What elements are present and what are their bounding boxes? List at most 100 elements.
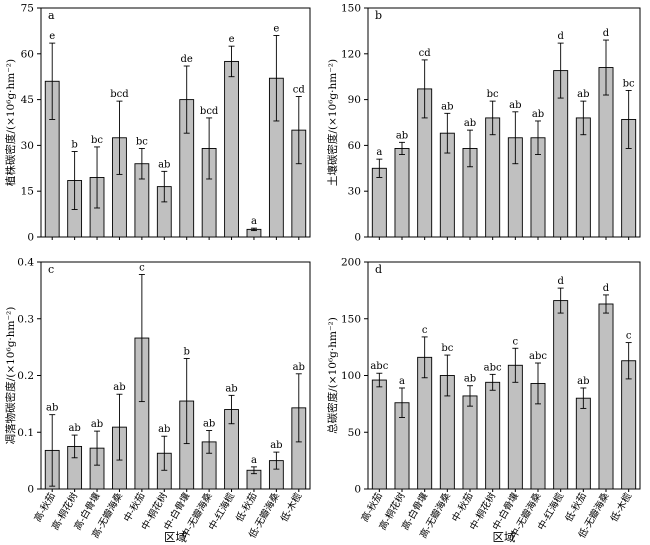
sig-label-b-9: ab	[577, 89, 589, 100]
bar-b-1	[394, 148, 410, 238]
sig-label-b-4: ab	[464, 118, 476, 129]
sig-label-d-10: d	[603, 283, 610, 294]
y-tick-label-a-1: 15	[21, 186, 34, 198]
y-tick-label-b-0: 0	[354, 232, 361, 244]
bar-d-9	[575, 397, 591, 490]
bar-d-10	[598, 303, 614, 490]
x-axis-label-c: 区域	[164, 530, 187, 544]
sig-label-c-2: ab	[91, 419, 103, 430]
y-tick-label-a-4: 60	[21, 48, 34, 60]
sig-label-a-4: bc	[136, 136, 148, 147]
sig-label-c-0: ab	[46, 403, 58, 414]
bar-a-8	[224, 60, 239, 238]
category-label-c-11: 低-木榄	[278, 490, 304, 524]
bar-d-11	[621, 360, 637, 490]
y-tick-label-d-0: 0	[354, 484, 361, 496]
sig-label-b-1: ab	[396, 130, 408, 141]
x-axis-label-d: 区域	[493, 530, 516, 544]
sig-label-d-1: a	[399, 376, 405, 387]
sig-label-c-7: ab	[203, 419, 215, 430]
sig-label-b-0: a	[376, 147, 382, 158]
y-tick-label-b-1: 30	[348, 186, 361, 198]
sig-label-b-8: d	[557, 31, 564, 42]
bar-d-4	[462, 395, 478, 490]
y-tick-label-a-2: 30	[21, 140, 34, 152]
sig-label-b-2: cd	[419, 48, 432, 59]
y-tick-label-c-0: 0	[27, 484, 34, 496]
sig-label-a-8: e	[229, 34, 235, 45]
sig-label-d-0: abc	[370, 361, 388, 372]
sig-label-c-5: ab	[158, 424, 170, 435]
y-tick-label-a-3: 45	[21, 94, 34, 106]
y-tick-label-b-5: 150	[341, 3, 361, 15]
sig-label-b-3: ab	[441, 101, 453, 112]
sig-label-a-10: e	[273, 23, 279, 34]
sig-label-d-2: c	[422, 325, 428, 336]
panel-letter-c: c	[48, 263, 54, 276]
sig-label-a-2: bc	[91, 135, 103, 146]
sig-label-a-5: ab	[158, 159, 170, 170]
sig-label-d-6: c	[513, 336, 519, 347]
sig-label-c-11: ab	[293, 362, 305, 373]
sig-label-a-11: cd	[293, 85, 306, 96]
sig-label-c-10: ab	[270, 440, 282, 451]
sig-label-a-6: de	[181, 54, 193, 65]
sig-label-b-7: ab	[532, 109, 544, 120]
bar-d-0	[371, 379, 387, 490]
bar-b-5	[485, 117, 501, 238]
y-tick-label-d-3: 150	[341, 313, 361, 325]
y-tick-label-a-0: 0	[27, 232, 34, 244]
y-axis-label-a: 植株碳密度/(×10⁶g·hm⁻²)	[4, 59, 17, 186]
panel-letter-a: a	[48, 9, 55, 22]
sig-label-b-10: d	[603, 28, 610, 39]
y-tick-label-b-3: 90	[348, 94, 361, 106]
panel-letter-d: d	[375, 263, 382, 276]
sig-label-a-7: bcd	[200, 106, 219, 117]
sig-label-d-11: c	[626, 331, 632, 342]
bar-d-8	[553, 300, 569, 490]
category-label-d-11: 低-木榄	[608, 490, 634, 524]
y-tick-label-c-4: 0.4	[17, 257, 34, 269]
y-tick-label-b-4: 120	[341, 48, 361, 60]
y-tick-label-c-2: 0.2	[17, 370, 34, 382]
sig-label-a-0: e	[49, 31, 55, 42]
y-tick-label-a-5: 75	[21, 3, 34, 15]
plot-frame-a	[40, 7, 311, 238]
sig-label-c-6: b	[184, 346, 190, 357]
y-tick-label-c-3: 0.3	[17, 313, 34, 325]
panel-a: a 0 15 30 45 60 75 植株碳密度/(×10⁶g·hm⁻²) e b bc bcd bc a…	[4, 3, 311, 244]
sig-label-c-8: ab	[225, 383, 237, 394]
sig-label-a-3: bcd	[110, 89, 129, 100]
sig-label-a-1: b	[71, 140, 77, 151]
y-tick-label-d-4: 200	[341, 257, 361, 269]
sig-label-c-4: c	[139, 262, 145, 273]
sig-label-d-8: d	[557, 276, 564, 287]
y-tick-label-c-1: 0.1	[17, 427, 34, 439]
y-axis-label-d: 总碳密度/(×10⁶g·hm⁻²)	[326, 317, 339, 434]
sig-label-b-11: bc	[623, 78, 635, 89]
sig-label-a-9: a	[251, 216, 257, 227]
bar-b-0	[371, 167, 387, 238]
y-axis-label-c: 凋落物碳密度/(×10⁶g·hm⁻²)	[4, 307, 17, 445]
sig-label-b-5: bc	[487, 89, 499, 100]
y-tick-label-d-1: 50	[348, 427, 361, 439]
sig-label-d-3: bc	[441, 343, 453, 354]
bar-d-6	[507, 364, 523, 490]
panel-letter-b: b	[375, 9, 382, 22]
y-tick-label-d-2: 100	[341, 370, 361, 382]
sig-label-d-9: ab	[577, 376, 589, 387]
plot-frame-b	[367, 7, 641, 238]
y-tick-label-b-2: 60	[348, 140, 361, 152]
sig-label-c-9: a	[251, 455, 257, 466]
y-axis-label-b: 土壤碳密度/(×10⁶g·hm⁻²)	[326, 59, 339, 186]
sig-label-d-4: ab	[464, 374, 476, 385]
sig-label-d-5: abc	[484, 362, 502, 373]
bar-d-5	[485, 381, 501, 490]
bar-b-9	[575, 117, 591, 238]
sig-label-d-7: abc	[529, 351, 547, 362]
sig-label-b-6: ab	[509, 100, 521, 111]
